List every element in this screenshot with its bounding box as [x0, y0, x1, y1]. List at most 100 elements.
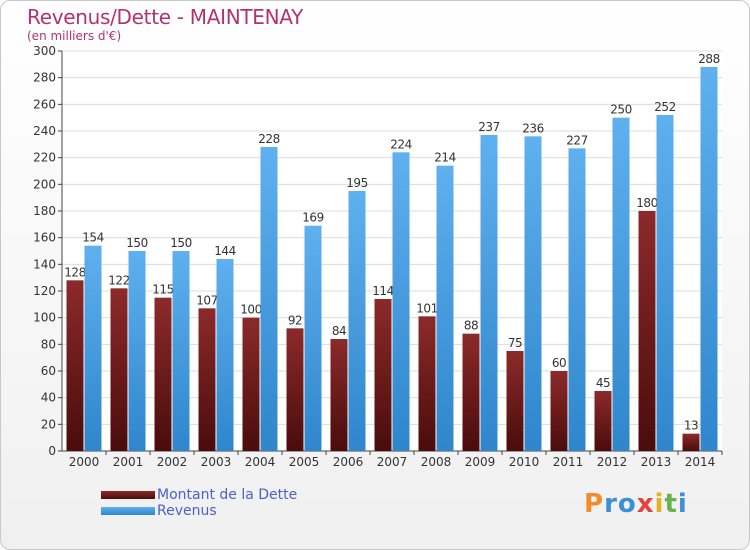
- bar-revenus: [524, 136, 542, 452]
- chart-subtitle: (en milliers d'€): [27, 29, 122, 43]
- data-label-revenus: 224: [390, 137, 411, 151]
- logo-letter: i: [677, 489, 688, 519]
- data-label-dette: 92: [288, 313, 302, 327]
- logo-letter: o: [617, 489, 637, 519]
- data-label-revenus: 237: [478, 120, 499, 134]
- bar-revenus: [568, 148, 586, 452]
- bar-revenus: [612, 117, 630, 452]
- data-label-revenus: 228: [258, 132, 279, 146]
- y-tick-label: 200: [33, 177, 56, 191]
- bar-revenus: [348, 191, 366, 451]
- y-tick-label: 100: [33, 311, 56, 325]
- data-label-dette: 115: [152, 283, 173, 297]
- x-tick-label: 2004: [245, 455, 276, 469]
- x-tick-label: 2002: [157, 455, 188, 469]
- x-tick-label: 2007: [377, 455, 408, 469]
- y-tick-label: 60: [41, 364, 56, 378]
- x-tick-label: 2010: [509, 455, 540, 469]
- bar-revenus: [216, 259, 234, 451]
- bar-revenus: [392, 152, 410, 452]
- data-label-revenus: 195: [346, 176, 367, 190]
- proxiti-logo: Proxiti: [584, 489, 688, 519]
- x-tick-label: 2003: [201, 455, 232, 469]
- y-tick-label: 80: [41, 337, 56, 351]
- y-tick-label: 0: [48, 444, 56, 458]
- bar-revenus: [304, 225, 322, 451]
- bar-dette: [594, 391, 612, 451]
- logo-letter: P: [584, 489, 605, 519]
- bar-dette: [154, 297, 172, 451]
- data-label-dette: 180: [636, 196, 657, 210]
- data-label-dette: 107: [196, 293, 217, 307]
- plot-area: [62, 51, 722, 451]
- data-label-revenus: 150: [126, 236, 147, 250]
- data-label-revenus: 252: [654, 100, 675, 114]
- data-label-revenus: 150: [170, 236, 191, 250]
- x-tick-label: 2009: [465, 455, 496, 469]
- data-label-revenus: 288: [698, 52, 719, 66]
- legend-item-revenus: Revenus: [101, 503, 297, 519]
- bar-revenus: [480, 135, 498, 451]
- bar-dette: [242, 317, 260, 451]
- x-tick-label: 2006: [333, 455, 364, 469]
- data-label-dette: 122: [108, 273, 129, 287]
- data-label-dette: 101: [416, 301, 437, 315]
- data-label-revenus: 236: [522, 121, 543, 135]
- data-label-revenus: 214: [434, 151, 455, 165]
- y-tick-label: 140: [33, 257, 56, 271]
- bar-dette: [462, 333, 480, 451]
- bar-dette: [506, 351, 524, 451]
- bar-revenus: [700, 67, 718, 451]
- bar-dette: [110, 288, 128, 451]
- y-tick-label: 220: [33, 151, 56, 165]
- logo-letter: x: [636, 489, 655, 519]
- y-tick-label: 160: [33, 231, 56, 245]
- data-label-revenus: 169: [302, 211, 323, 225]
- legend: Montant de la Dette Revenus: [101, 487, 297, 519]
- bar-revenus: [260, 147, 278, 451]
- data-label-revenus: 250: [610, 103, 631, 117]
- bar-dette: [198, 308, 216, 451]
- x-tick-label: 2005: [289, 455, 320, 469]
- y-tick-label: 180: [33, 204, 56, 218]
- bar-revenus: [84, 245, 102, 451]
- data-label-dette: 60: [552, 356, 566, 370]
- data-label-dette: 45: [596, 376, 610, 390]
- bar-revenus: [128, 251, 146, 451]
- x-tick-label: 2011: [553, 455, 584, 469]
- bar-dette: [330, 339, 348, 451]
- x-tick-label: 2008: [421, 455, 452, 469]
- data-label-dette: 128: [64, 265, 85, 279]
- y-tick-label: 20: [41, 417, 56, 431]
- logo-letter: t: [664, 489, 678, 519]
- bar-revenus: [656, 115, 674, 451]
- data-label-revenus: 227: [566, 133, 587, 147]
- y-tick-label: 240: [33, 124, 56, 138]
- logo-letter: r: [604, 489, 618, 519]
- data-label-revenus: 144: [214, 244, 235, 258]
- bar-dette: [286, 328, 304, 451]
- bar-dette: [550, 371, 568, 451]
- x-tick-label: 2013: [641, 455, 672, 469]
- data-label-dette: 114: [372, 284, 393, 298]
- legend-swatch-revenus: [101, 507, 155, 515]
- logo-letter: i: [654, 489, 665, 519]
- y-tick-label: 300: [33, 44, 56, 58]
- legend-item-dette: Montant de la Dette: [101, 487, 297, 503]
- x-tick-label: 2000: [69, 455, 100, 469]
- bar-dette: [66, 280, 84, 451]
- bar-revenus: [436, 165, 454, 451]
- bar-dette: [682, 433, 700, 451]
- legend-label-dette: Montant de la Dette: [157, 487, 298, 503]
- x-tick-label: 2014: [685, 455, 716, 469]
- data-label-dette: 75: [508, 336, 522, 350]
- data-label-dette: 100: [240, 303, 261, 317]
- bar-dette: [374, 299, 392, 451]
- y-tick-label: 120: [33, 284, 56, 298]
- data-label-dette: 13: [684, 419, 698, 433]
- x-tick-label: 2001: [113, 455, 144, 469]
- data-label-dette: 88: [464, 319, 478, 333]
- data-label-dette: 84: [332, 324, 346, 338]
